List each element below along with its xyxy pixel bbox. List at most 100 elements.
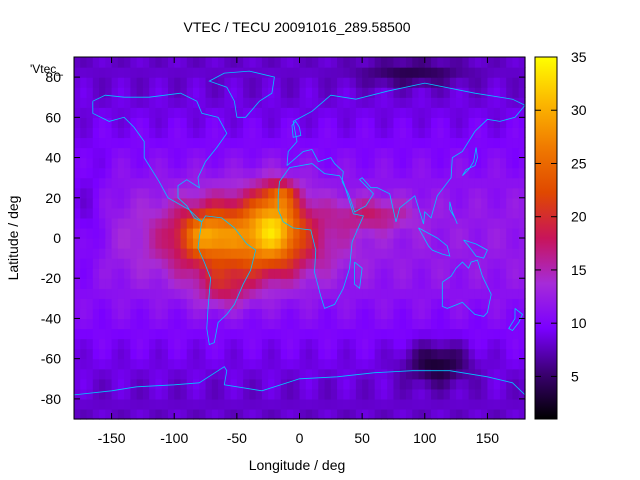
heatmap-cell [92, 167, 100, 179]
heatmap-cell [399, 97, 407, 108]
heatmap-cell [487, 117, 495, 128]
heatmap-cell [193, 87, 200, 98]
heatmap-cell [393, 167, 401, 179]
heatmap-cell [462, 197, 470, 209]
heatmap-cell [305, 197, 313, 209]
heatmap-cell [431, 258, 438, 269]
heatmap-cell [324, 147, 332, 159]
heatmap-cell [149, 388, 157, 400]
heatmap-cell [218, 308, 225, 320]
heatmap-cell [199, 197, 207, 209]
heatmap-cell [405, 408, 413, 420]
heatmap-cell [92, 298, 100, 309]
heatmap-cell [512, 197, 520, 209]
heatmap-cell [161, 258, 169, 269]
heatmap-cell [299, 57, 307, 68]
heatmap-cell [174, 107, 182, 118]
heatmap-cell [286, 368, 294, 380]
heatmap-cell [355, 338, 363, 350]
heatmap-cell [487, 298, 495, 309]
heatmap-cell [412, 97, 420, 108]
heatmap-cell [506, 187, 514, 199]
heatmap-cell [286, 207, 294, 219]
heatmap-cell [218, 57, 225, 68]
heatmap-cell [481, 97, 489, 108]
heatmap-cell [499, 217, 507, 229]
heatmap-cell [380, 127, 388, 139]
heatmap-cell [92, 348, 100, 360]
heatmap-cell [167, 177, 175, 189]
heatmap-cell [312, 177, 319, 189]
heatmap-cell [368, 147, 376, 159]
heatmap-cell [362, 398, 369, 410]
heatmap-cell [142, 127, 150, 139]
heatmap-cell [343, 388, 351, 400]
heatmap-cell [449, 217, 457, 229]
heatmap-cell [80, 398, 88, 410]
heatmap-cell [380, 238, 388, 249]
heatmap-cell [355, 238, 363, 249]
heatmap-cell [211, 298, 219, 309]
heatmap-cell [424, 258, 432, 269]
heatmap-cell [174, 217, 182, 229]
heatmap-cell [280, 87, 288, 98]
heatmap-cell [261, 207, 269, 219]
heatmap-cell [380, 398, 388, 410]
heatmap-cell [518, 248, 526, 259]
heatmap-cell [161, 338, 169, 350]
heatmap-cell [99, 398, 106, 410]
heatmap-cell [349, 217, 357, 229]
heatmap-cell [380, 167, 388, 179]
heatmap-cell [211, 308, 219, 320]
heatmap-cell [437, 258, 445, 269]
heatmap-cell [330, 87, 338, 98]
heatmap-cell [487, 318, 495, 330]
heatmap-cell [105, 398, 113, 410]
heatmap-cell [399, 217, 407, 229]
heatmap-cell [374, 67, 382, 78]
heatmap-cell [86, 328, 94, 340]
heatmap-cell [355, 398, 363, 410]
heatmap-cell [293, 338, 301, 350]
heatmap-cell [274, 358, 282, 370]
heatmap-cell [374, 227, 382, 239]
heatmap-cell [368, 77, 376, 88]
heatmap-cell [481, 268, 489, 279]
heatmap-cell [405, 308, 413, 320]
heatmap-cell [468, 147, 476, 159]
heatmap-cell [512, 318, 520, 330]
heatmap-cell [337, 278, 344, 289]
heatmap-cell [230, 127, 238, 139]
heatmap-cell [211, 97, 219, 108]
heatmap-cell [180, 177, 188, 189]
heatmap-cell [286, 278, 294, 289]
heatmap-cell [149, 177, 157, 189]
heatmap-cell [199, 288, 207, 299]
heatmap-cell [142, 248, 150, 259]
heatmap-cell [380, 378, 388, 390]
heatmap-cell [186, 107, 194, 118]
heatmap-cell [99, 227, 106, 239]
heatmap-cell [424, 248, 432, 259]
heatmap-cell [105, 227, 113, 239]
heatmap-cell [236, 187, 244, 199]
heatmap-cell [474, 187, 482, 199]
heatmap-cell [462, 107, 470, 118]
heatmap-cell [167, 358, 175, 370]
heatmap-cell [431, 177, 438, 189]
heatmap-cell [180, 87, 188, 98]
y-tick-label: -80 [41, 391, 61, 407]
heatmap-cell [174, 308, 182, 320]
heatmap-cell [518, 298, 526, 309]
heatmap-cell [418, 227, 426, 239]
heatmap-cell [255, 288, 263, 299]
heatmap-cell [111, 157, 119, 169]
heatmap-cell [205, 398, 213, 410]
heatmap-cell [462, 87, 470, 98]
heatmap-cell [399, 187, 407, 199]
heatmap-cell [374, 388, 382, 400]
heatmap-cell [136, 268, 144, 279]
heatmap-cell [343, 157, 351, 169]
heatmap-cell [499, 207, 507, 219]
